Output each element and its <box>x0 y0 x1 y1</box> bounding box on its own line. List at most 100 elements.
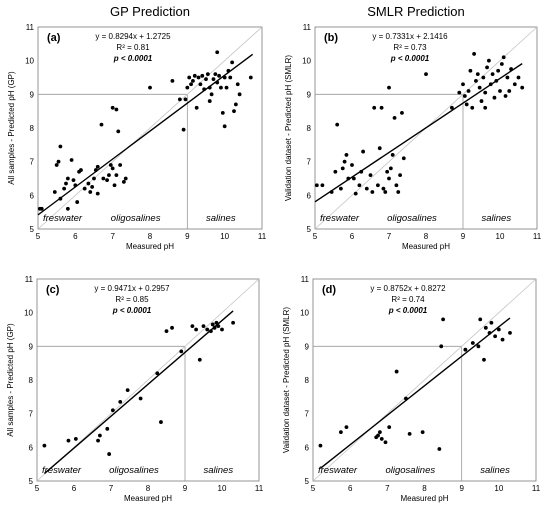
data-point <box>116 129 121 134</box>
data-point <box>385 169 390 174</box>
zone-label-oligosalines: oligosalines <box>109 465 159 476</box>
plot-frame <box>314 26 538 230</box>
data-point <box>90 185 95 189</box>
data-point <box>368 173 373 178</box>
y-tick-label: 8 <box>305 376 310 385</box>
regression-line <box>37 53 254 216</box>
r-squared: R² = 0.85 <box>115 295 149 304</box>
data-point <box>96 438 100 443</box>
data-point <box>118 399 123 404</box>
x-tick-label: 9 <box>185 232 190 241</box>
data-point <box>507 89 512 93</box>
data-point <box>215 80 220 85</box>
panel-label: (c) <box>46 284 60 296</box>
data-point <box>209 92 214 97</box>
data-point <box>457 90 462 95</box>
data-point <box>39 206 44 211</box>
y-tick-label: 5 <box>305 477 310 486</box>
panel-c: 5 6 7 8 9 10 11 5 6 7 8 9 10 11 Measured pH All samples… <box>6 275 264 503</box>
data-point <box>500 337 505 342</box>
zone-label-freshwater: freswater <box>43 213 83 224</box>
data-point <box>487 330 492 335</box>
data-point <box>520 85 525 90</box>
data-point <box>387 176 391 181</box>
data-point <box>217 73 221 78</box>
data-point <box>148 85 152 90</box>
y-tick-label: 10 <box>302 57 311 66</box>
x-tick-label: 11 <box>258 232 267 241</box>
data-point <box>69 158 74 162</box>
data-point <box>476 344 481 349</box>
data-point <box>159 420 163 424</box>
data-point <box>99 122 104 127</box>
y-tick-label: 11 <box>303 23 312 32</box>
data-point <box>483 105 488 110</box>
data-point <box>381 186 386 191</box>
data-point <box>212 325 217 330</box>
data-point <box>101 176 106 181</box>
regression-equation: y = 0.7331x + 2.1416 <box>372 32 448 41</box>
p-value: p < 0.0001 <box>113 54 153 63</box>
identity-line <box>312 278 537 482</box>
x-tick-label: 6 <box>348 484 353 493</box>
data-point <box>400 110 404 115</box>
data-point <box>114 107 119 112</box>
zone-label-oligosalines: oligosalines <box>385 465 435 476</box>
data-point <box>404 396 408 401</box>
data-point <box>194 105 199 110</box>
data-point <box>379 437 384 441</box>
data-point <box>211 77 216 82</box>
data-point <box>314 183 319 188</box>
data-point <box>509 67 513 71</box>
x-tick-label: 9 <box>459 484 464 493</box>
data-point <box>516 75 521 80</box>
y-tick-label: 10 <box>24 309 33 318</box>
data-point <box>383 440 388 445</box>
x-tick-label: 6 <box>73 232 78 241</box>
x-tick-label: 5 <box>36 232 41 241</box>
data-point <box>351 176 356 181</box>
x-tick-label: 10 <box>220 232 229 241</box>
data-point <box>177 97 182 102</box>
data-point <box>222 124 227 129</box>
data-point <box>493 334 498 339</box>
y-tick-label: 6 <box>29 443 34 452</box>
y-axis-label: Validation dataset - Predicted pH (SMLR) <box>282 307 291 453</box>
data-point <box>470 105 475 110</box>
data-point <box>394 369 399 374</box>
data-point <box>376 183 380 188</box>
data-point <box>66 438 71 443</box>
data-point <box>483 325 488 330</box>
data-point <box>338 430 343 435</box>
y-tick-label: 8 <box>307 124 312 133</box>
data-point <box>42 443 47 448</box>
data-point <box>170 78 175 83</box>
data-point <box>235 82 240 87</box>
zone-label-freshwater: freswater <box>42 465 82 476</box>
data-point <box>123 176 128 181</box>
data-point <box>75 200 80 204</box>
x-tick-label: 5 <box>313 232 318 241</box>
data-point <box>377 146 382 151</box>
data-point <box>437 447 442 451</box>
data-point <box>181 127 186 132</box>
panel-d: 5 6 7 8 9 10 11 5 6 7 8 9 10 11 Measured pH Validation … <box>282 275 541 503</box>
y-tick-label: 6 <box>307 191 312 200</box>
data-point <box>376 433 380 438</box>
data-point <box>439 344 444 349</box>
data-point <box>95 191 100 196</box>
data-point <box>56 159 61 164</box>
data-point <box>353 191 358 196</box>
zone-label-freshwater: freswater <box>318 465 358 476</box>
y-tick-label: 10 <box>25 57 34 66</box>
y-tick-label: 10 <box>300 309 309 318</box>
y-tick-label: 11 <box>301 275 310 284</box>
r-squared: R² = 0.73 <box>393 43 427 52</box>
data-point <box>388 166 393 171</box>
data-point <box>204 77 208 82</box>
data-point <box>194 327 199 332</box>
data-point <box>58 144 63 149</box>
data-point <box>508 330 512 335</box>
data-point <box>499 62 504 66</box>
panel-a: 5 6 7 8 9 10 11 5 6 7 8 9 10 11 Measured pH All samples… <box>7 23 267 251</box>
